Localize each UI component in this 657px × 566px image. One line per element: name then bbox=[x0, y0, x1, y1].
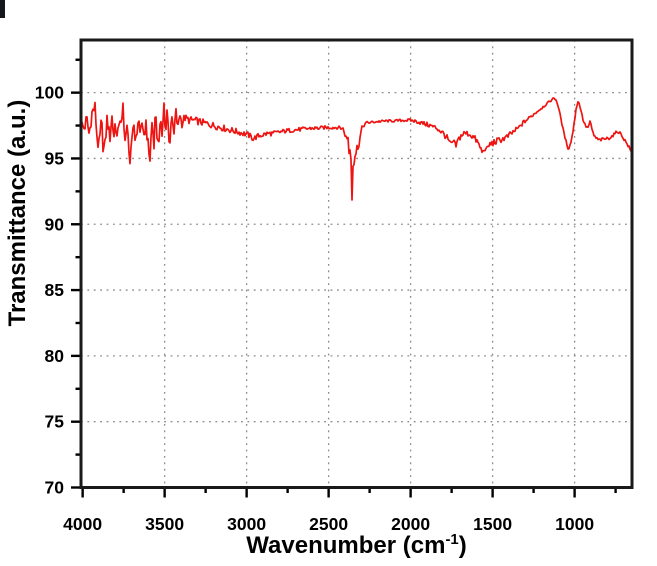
x-tick-label: 2500 bbox=[309, 514, 348, 534]
gridlines bbox=[81, 40, 632, 488]
x-tick-label: 2000 bbox=[391, 514, 430, 534]
y-tick-label: 90 bbox=[45, 214, 65, 234]
x-tick-label: 1000 bbox=[555, 514, 594, 534]
y-tick-label: 75 bbox=[45, 412, 65, 432]
x-axis-title-main: Wavenumber (cm bbox=[246, 532, 446, 559]
x-axis-title: Wavenumber (cm-1) bbox=[81, 532, 632, 560]
x-tick-label: 3500 bbox=[145, 514, 184, 534]
x-axis-title-close: ) bbox=[458, 532, 467, 559]
y-tick-label: 95 bbox=[45, 148, 65, 168]
x-tick-label: 1500 bbox=[473, 514, 512, 534]
spectrum-line bbox=[81, 97, 632, 201]
y-tick-label: 80 bbox=[45, 346, 65, 366]
plot-frame bbox=[79, 38, 634, 489]
y-tick-label: 70 bbox=[45, 478, 65, 498]
y-tick-label: 100 bbox=[35, 83, 64, 103]
x-tick-label: 3000 bbox=[227, 514, 266, 534]
x-tick-label: 4000 bbox=[63, 514, 102, 534]
y-tick-label: 85 bbox=[45, 280, 65, 300]
screen-edge-artifact bbox=[0, 0, 5, 18]
x-axis-title-superscript: -1 bbox=[445, 532, 459, 548]
y-axis-title: Transmittance (a.u.) bbox=[4, 99, 31, 327]
tick-labels: 4000 3500 3000 2500 2000 1500 1000 70 75 80 85 90 95… bbox=[35, 83, 595, 534]
